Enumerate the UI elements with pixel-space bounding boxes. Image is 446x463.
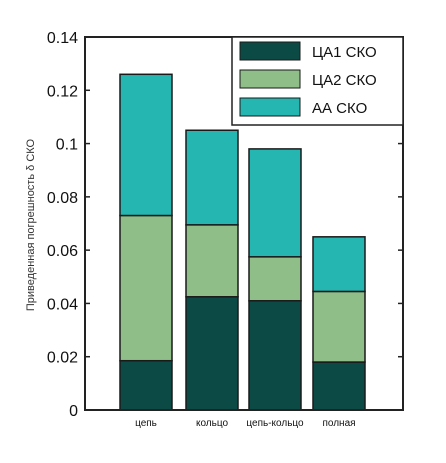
bar-segment-1-2 bbox=[185, 296, 239, 411]
legend: ЦА1 СКО ЦА2 СКО АА СКО bbox=[231, 36, 404, 126]
y-axis-ticks: 0 0.02 0.04 0.06 0.08 0.1 0.12 0.14 bbox=[47, 30, 403, 420]
y-tick-label: 0.08 bbox=[47, 190, 78, 207]
legend-label-1: ЦА1 СКО bbox=[312, 44, 377, 61]
bar-segment-1-4 bbox=[312, 361, 366, 411]
x-category-label: цепь bbox=[135, 418, 157, 429]
x-category-label: кольцо bbox=[196, 418, 228, 429]
legend-swatch-1 bbox=[239, 41, 301, 61]
x-category-label: полная bbox=[322, 418, 355, 429]
bar-segment-1-3 bbox=[248, 300, 302, 411]
legend-label-2: ЦА2 СКО bbox=[312, 72, 377, 89]
y-tick-label: 0.02 bbox=[47, 350, 78, 367]
y-axis-title-group: Приведенная погрешность δ СКО bbox=[25, 138, 37, 311]
legend-swatch-2 bbox=[239, 69, 301, 89]
y-tick-label: 0.04 bbox=[47, 296, 78, 313]
bar-segment-2-3 bbox=[248, 256, 302, 302]
bar-segment-3-4 bbox=[312, 236, 366, 293]
bar-segment-2-1 bbox=[119, 214, 173, 362]
y-tick-label: 0.12 bbox=[47, 83, 78, 100]
bar-segment-1-1 bbox=[119, 359, 173, 411]
legend-label-3: АА СКО bbox=[312, 100, 367, 117]
bar-segment-3-2 bbox=[185, 129, 239, 226]
y-tick-label: 0.14 bbox=[47, 30, 78, 47]
x-axis-labels: цепь кольцо цепь-кольцо полная bbox=[135, 418, 355, 429]
legend-swatch-3 bbox=[239, 97, 301, 117]
x-category-label: цепь-кольцо bbox=[246, 418, 304, 429]
y-tick-label: 0.06 bbox=[47, 243, 78, 260]
y-tick-label: 0 bbox=[69, 403, 78, 420]
y-axis-title: Приведенная погрешность δ СКО bbox=[25, 138, 37, 311]
bar-segment-3-1 bbox=[119, 73, 173, 217]
bar-segment-2-2 bbox=[185, 224, 239, 298]
bar-segment-2-4 bbox=[312, 290, 366, 363]
y-tick-label: 0.1 bbox=[56, 137, 78, 154]
bar-segment-3-3 bbox=[248, 148, 302, 258]
bars-layer bbox=[119, 73, 366, 411]
